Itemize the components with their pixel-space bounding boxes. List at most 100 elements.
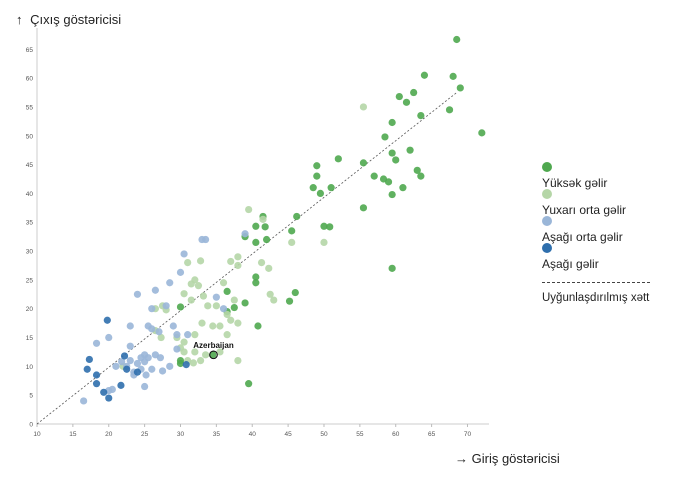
data-point-series-0 [313,172,321,180]
data-point-series-3 [92,371,101,379]
y-tick-label: 0 [29,422,33,429]
data-point-series-1 [157,333,165,342]
data-point-series-0 [252,273,260,281]
data-point-series-1 [216,348,224,356]
data-point-series-3 [133,368,142,376]
data-point-series-1 [359,103,368,111]
data-point-series-1 [196,257,205,265]
data-point-series-1 [219,279,228,287]
data-point-series-2 [241,230,249,238]
data-point-series-0 [388,149,396,157]
data-point-series-1 [189,359,198,367]
data-point-series-0 [262,235,271,244]
data-point-series-2 [141,382,149,391]
data-point-series-1 [187,296,195,304]
fit-line [36,92,457,425]
x-tick-label: 30 [177,431,185,438]
fit-line-layer [36,92,457,425]
data-point-series-2 [166,362,174,370]
data-point-series-2 [126,322,134,330]
x-tick-label: 55 [356,431,364,438]
legend-label: Yüksək gəlir [542,176,608,190]
x-axis-title: → Giriş göstəricisi [455,451,560,466]
data-point-series-2 [158,367,167,375]
data-point-series-1 [194,282,203,290]
data-point-series-1 [184,258,192,267]
y-tick-label: 10 [26,364,34,371]
data-point-series-1 [180,290,188,298]
data-point-series-2 [112,362,120,370]
data-points [80,35,486,405]
y-tick-label: 60 [26,76,34,83]
data-point-series-0 [309,184,317,192]
data-point-series-2 [169,322,177,330]
legend-label: Yuxarı orta gəlir [542,203,627,217]
y-axis-label: Çıxış göstəricisi [30,12,122,27]
data-point-series-0 [254,322,262,330]
data-point-series-2 [156,354,165,362]
data-point-series-0 [320,222,328,230]
data-point-series-0 [399,184,407,192]
data-point-series-1 [266,290,274,298]
data-point-series-0 [410,88,418,97]
data-point-series-3 [182,361,190,369]
y-tick-label: 35 [26,220,34,227]
data-point-series-1 [223,331,231,339]
legend-marker-icon [542,243,552,253]
data-point-series-3 [123,365,131,373]
data-point-series-0 [326,223,334,231]
data-point-series-3 [83,365,91,373]
data-point-series-1 [216,322,224,330]
data-point-series-2 [173,331,181,339]
legend-fit-line-label: Uyğunlaşdırılmış xətt [542,292,650,304]
data-point-series-2 [148,305,156,313]
data-point-series-1 [202,351,210,359]
data-point-series-2 [126,356,134,365]
y-tick-label: 20 [26,306,34,313]
data-point-series-0 [381,133,389,141]
data-point-series-2 [162,302,170,310]
data-point-series-0 [453,35,461,44]
annotation-label: Azerbaijan [193,341,234,350]
y-tick-label: 5 [29,393,33,400]
data-point-series-1 [234,253,242,261]
x-tick-label: 40 [249,431,257,438]
data-point-series-2 [148,365,156,373]
data-point-series-1 [191,348,199,356]
y-tick-label: 15 [26,335,34,342]
data-point-series-0 [313,162,321,170]
y-tick-label: 25 [26,277,34,284]
x-tick-label: 15 [69,431,77,438]
data-point-series-0 [230,303,238,312]
data-point-series-0 [293,212,301,221]
data-point-series-1 [288,238,296,247]
data-point-series-1 [259,215,267,223]
data-point-series-2 [180,250,188,258]
data-point-series-2 [184,331,192,339]
y-tick-label: 65 [26,47,34,54]
data-point-series-3 [103,316,111,324]
data-point-series-1 [223,310,231,319]
data-point-series-0 [388,118,396,127]
data-point-series-0 [388,190,396,199]
data-point-series-0 [245,380,253,388]
y-tick-label: 50 [26,133,34,140]
x-axis-label: Giriş göstəricisi [471,451,560,466]
data-point-series-1 [227,257,235,266]
data-point-series-1 [204,302,212,310]
x-tick-label: 25 [141,431,149,438]
data-point-series-0 [288,227,296,235]
data-point-series-0 [209,351,217,359]
data-point-series-0 [252,222,260,230]
data-point-series-0 [388,264,396,272]
legend: Yüksək gəlir Yuxarı orta gəlir Aşağı ort… [538,162,658,304]
data-point-series-0 [449,72,457,80]
data-point-series-1 [196,356,205,365]
legend-marker-icon [542,162,552,172]
data-point-series-1 [191,331,199,339]
data-point-series-3 [117,381,125,389]
legend-marker-icon [542,189,552,199]
legend-item-low-income: Aşağı gəlir [538,243,658,271]
data-point-series-0 [402,98,411,106]
data-point-series-1 [180,338,188,346]
